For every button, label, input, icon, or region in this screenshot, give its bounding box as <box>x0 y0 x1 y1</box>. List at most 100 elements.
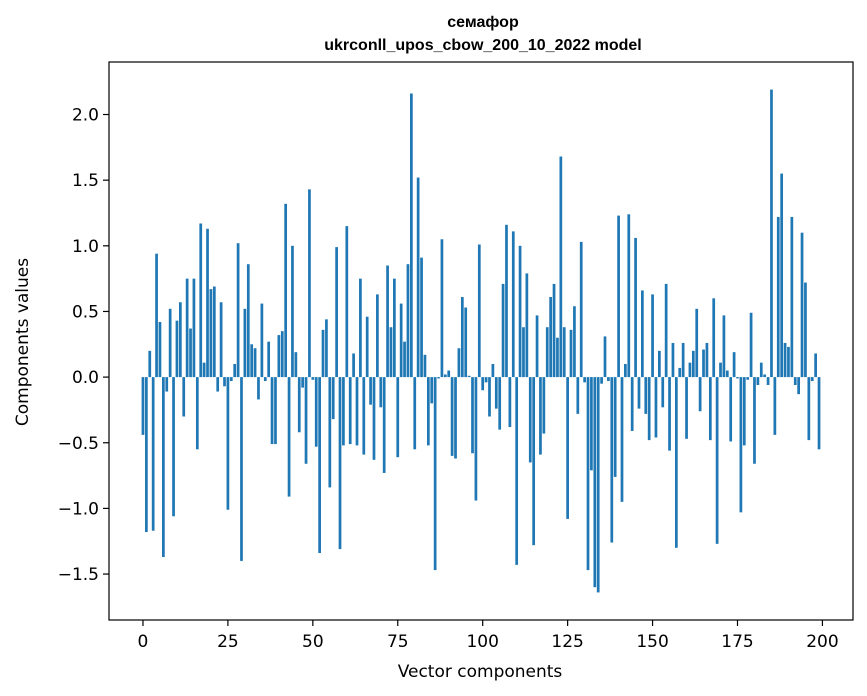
bar-176 <box>739 377 743 513</box>
bar-99 <box>477 244 481 378</box>
bar-17 <box>199 223 203 378</box>
bar-80 <box>413 377 417 450</box>
bar-135 <box>600 377 603 384</box>
bar-103 <box>491 363 495 378</box>
bar-195 <box>804 282 807 378</box>
bar-43 <box>287 377 291 497</box>
bar-134 <box>596 377 600 593</box>
bar-30 <box>243 308 247 378</box>
bar-22 <box>216 377 220 392</box>
bar-35 <box>260 303 264 378</box>
bar-106 <box>501 283 505 378</box>
bar-197 <box>810 377 814 382</box>
bar-79 <box>410 93 413 378</box>
bar-90 <box>447 370 451 378</box>
bar-29 <box>240 377 243 561</box>
bar-57 <box>335 247 338 378</box>
bar-95 <box>464 307 468 378</box>
bar-105 <box>498 377 502 430</box>
y-tick-label: −1.5 <box>58 565 99 585</box>
bar-162 <box>691 350 695 378</box>
bar-94 <box>460 297 464 378</box>
bar-73 <box>389 327 393 378</box>
bar-161 <box>688 362 692 378</box>
bar-181 <box>756 377 760 385</box>
bar-96 <box>467 375 471 378</box>
bar-184 <box>766 377 770 385</box>
bar-47 <box>301 377 304 388</box>
bar-173 <box>729 377 733 442</box>
bar-78 <box>406 264 410 378</box>
bar-85 <box>430 377 434 404</box>
bar-9 <box>172 377 175 517</box>
bar-45 <box>294 352 298 378</box>
bar-33 <box>253 348 257 378</box>
bar-192 <box>793 377 797 385</box>
x-tick-label: 25 <box>217 632 239 652</box>
bar-187 <box>776 216 780 378</box>
bar-49 <box>308 189 311 378</box>
bar-178 <box>746 377 750 380</box>
bar-55 <box>328 377 332 488</box>
bar-87 <box>437 377 440 379</box>
x-axis-label: Vector components <box>398 662 563 682</box>
bar-170 <box>719 362 722 378</box>
bar-60 <box>345 226 349 378</box>
bar-28 <box>236 243 240 378</box>
bar-177 <box>742 377 746 446</box>
bar-37 <box>267 341 271 378</box>
x-tick-label: 175 <box>721 632 753 652</box>
bar-139 <box>613 377 617 477</box>
bar-168 <box>712 298 716 378</box>
bar-40 <box>277 335 281 378</box>
bar-121 <box>552 283 556 378</box>
bar-183 <box>763 374 767 378</box>
y-axis-ticks: −1.5 −1.0 −0.5 0.0 0.5 1.0 1.5 2.0 <box>58 106 109 585</box>
bar-180 <box>753 377 756 464</box>
bar-142 <box>624 363 627 378</box>
bar-137 <box>607 377 610 382</box>
y-axis-label: Components values <box>13 258 33 426</box>
x-tick-label: 125 <box>551 632 583 652</box>
bar-133 <box>593 377 597 588</box>
bar-174 <box>732 352 736 378</box>
bar-89 <box>443 374 447 378</box>
bar-114 <box>528 377 532 463</box>
y-tick-label: −0.5 <box>58 434 99 454</box>
bar-2 <box>148 350 152 378</box>
bar-6 <box>162 377 165 557</box>
bar-175 <box>736 377 739 379</box>
bar-8 <box>168 308 172 378</box>
bar-65 <box>362 377 366 455</box>
bar-92 <box>454 377 457 459</box>
bar-44 <box>291 245 294 378</box>
bar-42 <box>284 203 288 378</box>
bar-149 <box>647 377 651 441</box>
bar-50 <box>311 377 315 380</box>
bar-12 <box>182 377 186 417</box>
bar-172 <box>725 370 729 378</box>
bar-66 <box>365 316 369 378</box>
bar-108 <box>508 377 512 427</box>
y-tick-label: −1.0 <box>58 499 99 519</box>
bar-188 <box>780 173 784 378</box>
bar-16 <box>195 377 199 450</box>
bar-163 <box>695 308 699 378</box>
bar-97 <box>471 377 474 454</box>
bar-164 <box>698 377 702 412</box>
bar-91 <box>450 377 454 456</box>
bar-102 <box>488 377 491 417</box>
bar-54 <box>325 319 328 378</box>
bar-124 <box>562 327 566 378</box>
bar-171 <box>722 315 726 378</box>
bar-198 <box>814 353 817 378</box>
x-tick-label: 50 <box>302 632 324 652</box>
bar-72 <box>386 265 389 378</box>
bar-58 <box>338 377 342 550</box>
bar-77 <box>403 341 406 378</box>
bar-145 <box>634 237 637 378</box>
bar-86 <box>433 377 437 571</box>
bar-61 <box>348 377 352 445</box>
bar-158 <box>678 367 682 378</box>
bar-7 <box>165 377 169 392</box>
